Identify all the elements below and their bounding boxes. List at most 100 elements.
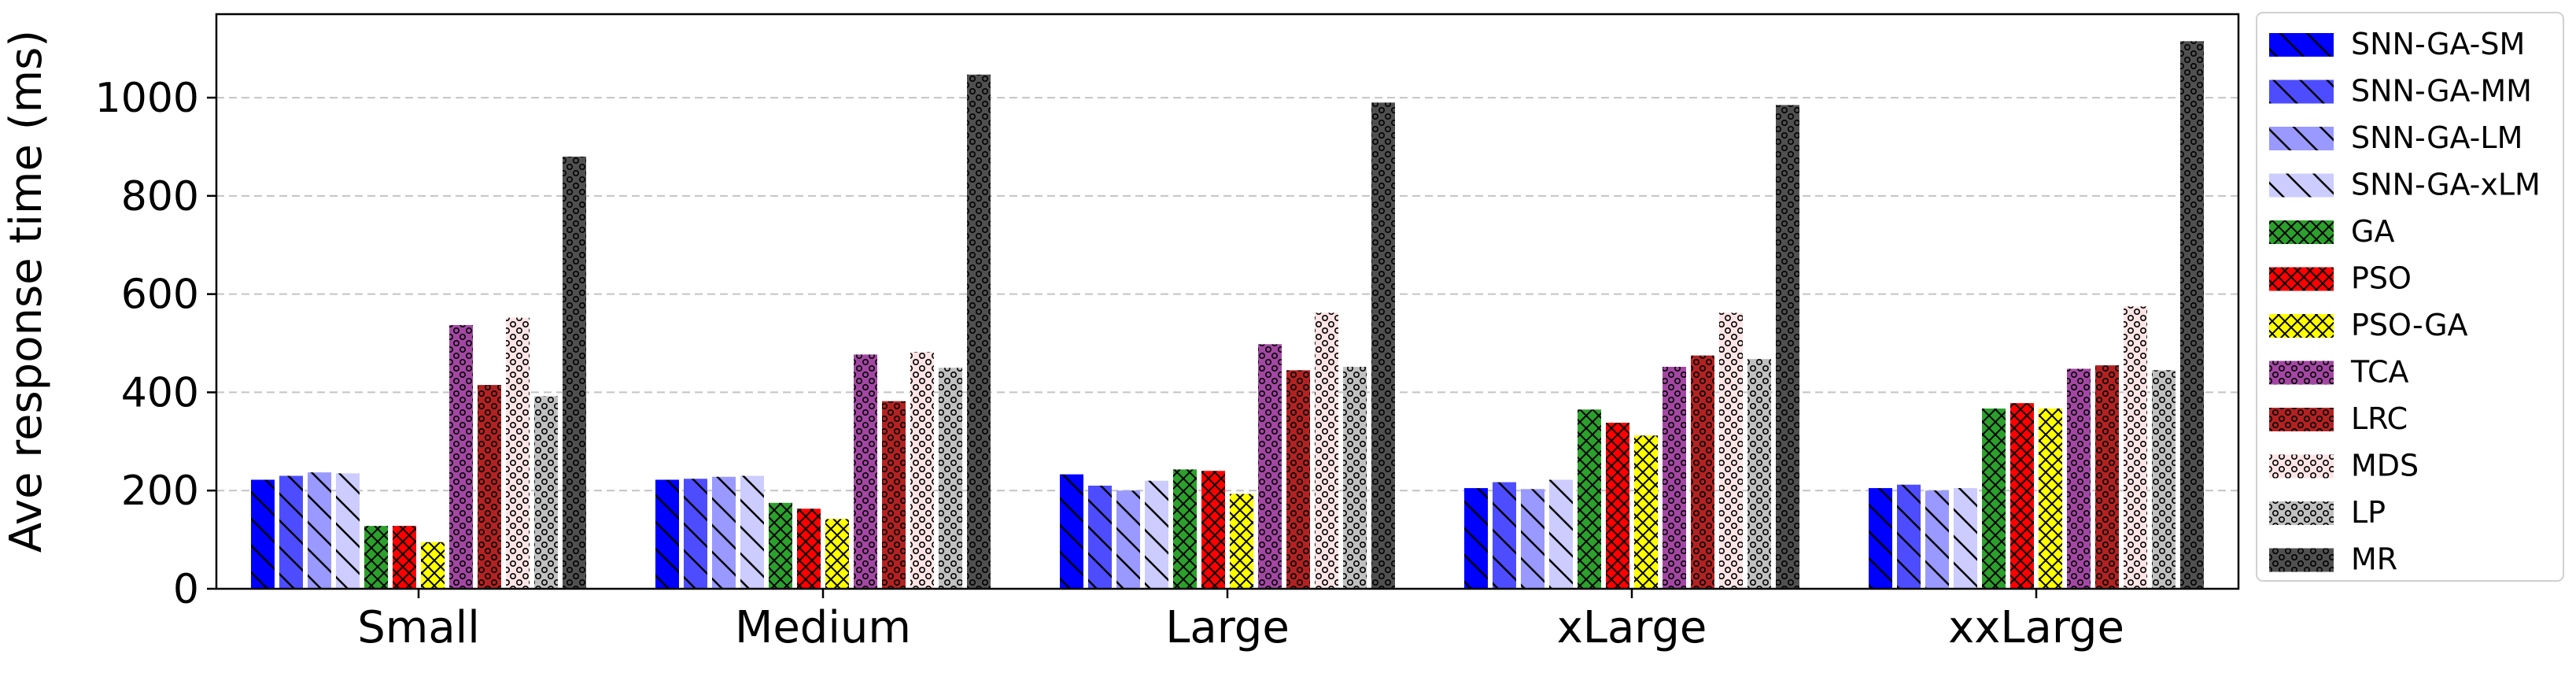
legend-box — [2256, 12, 2564, 582]
bar-lrc-xlarge — [1691, 355, 1714, 589]
bar-snn-ga-lm-large — [1116, 490, 1140, 589]
bar-ga-medium — [769, 502, 792, 589]
bar-lp-medium — [939, 368, 962, 589]
legend-entry: PSO — [2269, 261, 2412, 296]
x-tick-label: Small — [357, 602, 480, 653]
legend-label: GA — [2351, 214, 2394, 249]
legend-label: TCA — [2350, 355, 2409, 390]
legend-entry: SNN-GA-xLM — [2269, 168, 2541, 202]
bar-ga-small — [364, 526, 388, 589]
bar-pso-ga-xlarge — [1634, 435, 1658, 589]
bar-pso-large — [1201, 471, 1225, 589]
legend-swatch — [2269, 267, 2334, 291]
legend-entry: MDS — [2269, 449, 2419, 483]
legend-entry: SNN-GA-SM — [2269, 27, 2525, 61]
y-tick-label: 800 — [121, 173, 199, 220]
legend-entry: SNN-GA-LM — [2269, 120, 2522, 155]
bar-snn-ga-lm-small — [308, 472, 331, 589]
bar-mr-xxlarge — [2180, 41, 2204, 590]
bar-snn-ga-xlm-xxlarge — [1954, 488, 1977, 589]
legend-swatch — [2269, 548, 2334, 572]
bar-snn-ga-sm-xlarge — [1464, 488, 1488, 589]
legend-entry: SNN-GA-MM — [2269, 74, 2532, 109]
bar-lrc-xxlarge — [2095, 365, 2119, 589]
bar-snn-ga-sm-xxlarge — [1869, 488, 1892, 589]
legend-label: LRC — [2351, 401, 2408, 436]
bar-lrc-medium — [882, 401, 906, 589]
bar-snn-ga-xlm-large — [1145, 480, 1168, 589]
legend-label: SNN-GA-SM — [2351, 27, 2525, 61]
legend-label: MDS — [2351, 449, 2419, 483]
bar-snn-ga-sm-small — [251, 479, 275, 589]
bar-lp-xlarge — [1747, 359, 1771, 589]
bars — [251, 41, 2204, 590]
legend-label: SNN-GA-xLM — [2351, 168, 2541, 202]
bar-tca-small — [449, 324, 473, 589]
y-tick-label: 600 — [121, 272, 199, 319]
bar-lp-small — [534, 396, 558, 589]
legend-entry: LRC — [2269, 401, 2408, 436]
bar-snn-ga-xlm-xlarge — [1549, 479, 1573, 589]
legend-entry: MR — [2269, 542, 2397, 577]
legend-swatch — [2269, 173, 2334, 198]
legend-entry: LP — [2269, 495, 2386, 530]
bar-pso-small — [393, 526, 416, 589]
bar-pso-xlarge — [1606, 423, 1629, 589]
bar-ga-large — [1173, 469, 1197, 589]
bar-snn-ga-sm-large — [1060, 474, 1083, 589]
bar-ga-xlarge — [1578, 409, 1601, 589]
legend-entry: TCA — [2269, 355, 2409, 390]
bar-snn-ga-xlm-small — [336, 473, 360, 589]
bar-mds-medium — [910, 352, 934, 589]
bar-snn-ga-lm-xxlarge — [1925, 490, 1949, 589]
bar-tca-xxlarge — [2067, 368, 2091, 589]
x-tick-label: xLarge — [1557, 602, 1707, 653]
bar-mr-xlarge — [1776, 105, 1799, 589]
bar-pso-medium — [797, 508, 821, 589]
legend-swatch — [2269, 220, 2334, 244]
legend-swatch — [2269, 314, 2334, 338]
bar-pso-ga-medium — [825, 519, 849, 589]
bar-lrc-small — [478, 385, 501, 589]
bar-lrc-large — [1286, 370, 1310, 589]
y-tick-label: 1000 — [95, 75, 199, 122]
bar-snn-ga-sm-medium — [655, 479, 679, 589]
bar-snn-ga-mm-xlarge — [1493, 482, 1516, 589]
legend-label: PSO — [2351, 261, 2412, 296]
bar-mr-large — [1371, 102, 1395, 590]
x-tick-label: Medium — [735, 602, 911, 653]
bar-mds-large — [1315, 312, 1338, 589]
legend-label: MR — [2351, 542, 2397, 577]
bar-snn-ga-lm-medium — [712, 476, 736, 589]
bar-snn-ga-mm-large — [1088, 485, 1112, 589]
bar-snn-ga-lm-xlarge — [1521, 489, 1544, 589]
bar-ga-xxlarge — [1982, 409, 2006, 589]
legend-swatch — [2269, 408, 2334, 431]
bar-snn-ga-mm-medium — [684, 479, 707, 589]
bar-mds-xlarge — [1719, 312, 1743, 589]
axes: 0 200 400 600 800 1000 Small Medium Large xLarge x… — [95, 13, 2240, 653]
y-tick-label: 0 — [173, 566, 199, 613]
bar-mr-small — [563, 156, 586, 589]
legend-entry: PSO-GA — [2269, 308, 2468, 342]
legend-swatch — [2269, 501, 2334, 525]
y-tick-label: 400 — [121, 369, 199, 416]
bar-tca-large — [1258, 344, 1282, 589]
legend-entry: GA — [2269, 214, 2394, 249]
bar-lp-xxlarge — [2152, 370, 2176, 589]
bar-mds-small — [506, 317, 530, 589]
legend-swatch — [2269, 33, 2334, 57]
bar-mr-medium — [967, 74, 991, 589]
legend: SNN-GA-SM SNN-GA-MM SNN-GA-LM SNN-GA-xLM GA P… — [2256, 12, 2564, 582]
bar-snn-ga-mm-xxlarge — [1897, 484, 1921, 589]
legend-label: SNN-GA-MM — [2351, 74, 2532, 109]
legend-swatch — [2269, 127, 2334, 150]
legend-label: PSO-GA — [2351, 308, 2468, 342]
x-tick-label: xxLarge — [1948, 602, 2124, 653]
x-tick-label: Large — [1165, 602, 1290, 653]
bar-pso-ga-large — [1230, 494, 1253, 589]
bar-tca-medium — [854, 354, 877, 589]
legend-swatch — [2269, 80, 2334, 104]
